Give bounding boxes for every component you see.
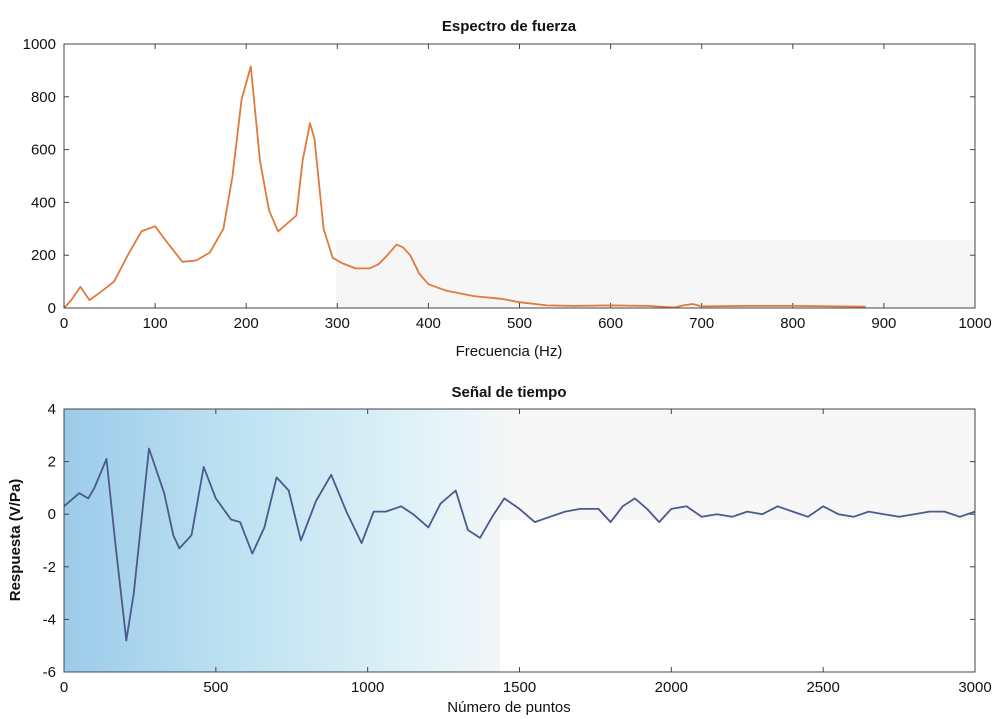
x-tick-label: 800 <box>780 315 805 332</box>
plot-area-shade <box>336 240 975 308</box>
x-tick-label: 300 <box>325 315 350 332</box>
x-tick-label: 500 <box>507 315 532 332</box>
y-tick-label: 200 <box>31 247 56 264</box>
x-tick-label: 3000 <box>958 679 991 696</box>
tick-group: 0 500 1000 1500 2000 2500 3000 -6 -4 -2 0 2 4 <box>43 401 992 696</box>
x-tick-label: 100 <box>143 315 168 332</box>
x-tick-label: 1500 <box>503 679 536 696</box>
y-tick-label: -2 <box>43 559 56 576</box>
y-tick-label: 4 <box>48 401 56 418</box>
force-spectrum-chart: Espectro de fuerza Frecuencia (Hz) 0 100 2… <box>23 18 992 360</box>
chart-title: Espectro de fuerza <box>442 18 577 35</box>
series-line <box>63 65 866 309</box>
x-tick-label: 2000 <box>655 679 688 696</box>
y-tick-label: 1000 <box>23 36 56 53</box>
y-tick-label: -6 <box>43 664 56 681</box>
x-tick-label: 200 <box>234 315 259 332</box>
chart-title: Señal de tiempo <box>451 384 566 401</box>
y-tick-label: 2 <box>48 454 56 471</box>
time-signal-chart: Señal de tiempo Número de puntos Respues… <box>7 384 992 716</box>
y-tick-label: -4 <box>43 611 56 628</box>
series-line <box>63 447 976 642</box>
y-tick-label: 0 <box>48 506 56 523</box>
y-tick-label: 400 <box>31 194 56 211</box>
x-tick-label: 900 <box>871 315 896 332</box>
x-tick-label: 600 <box>598 315 623 332</box>
y-tick-label: 600 <box>31 142 56 159</box>
y-tick-label: 800 <box>31 89 56 106</box>
tick-group: 0 100 200 300 400 500 600 700 800 900 1000 0 200 400 6… <box>23 36 992 332</box>
x-tick-label: 2500 <box>806 679 839 696</box>
x-axis-label: Número de puntos <box>447 699 570 716</box>
x-axis-label: Frecuencia (Hz) <box>456 343 563 360</box>
y-tick-label: 0 <box>48 300 56 317</box>
x-tick-label: 0 <box>60 315 68 332</box>
plot-frame <box>63 408 976 673</box>
x-tick-label: 700 <box>689 315 714 332</box>
x-tick-label: 500 <box>203 679 228 696</box>
x-tick-label: 0 <box>60 679 68 696</box>
plot-frame <box>63 43 976 309</box>
y-axis-label: Respuesta (V/Pa) <box>7 479 24 602</box>
x-tick-label: 400 <box>416 315 441 332</box>
x-tick-label: 1000 <box>958 315 991 332</box>
plot-area-white-region <box>500 520 975 672</box>
x-tick-label: 1000 <box>351 679 384 696</box>
